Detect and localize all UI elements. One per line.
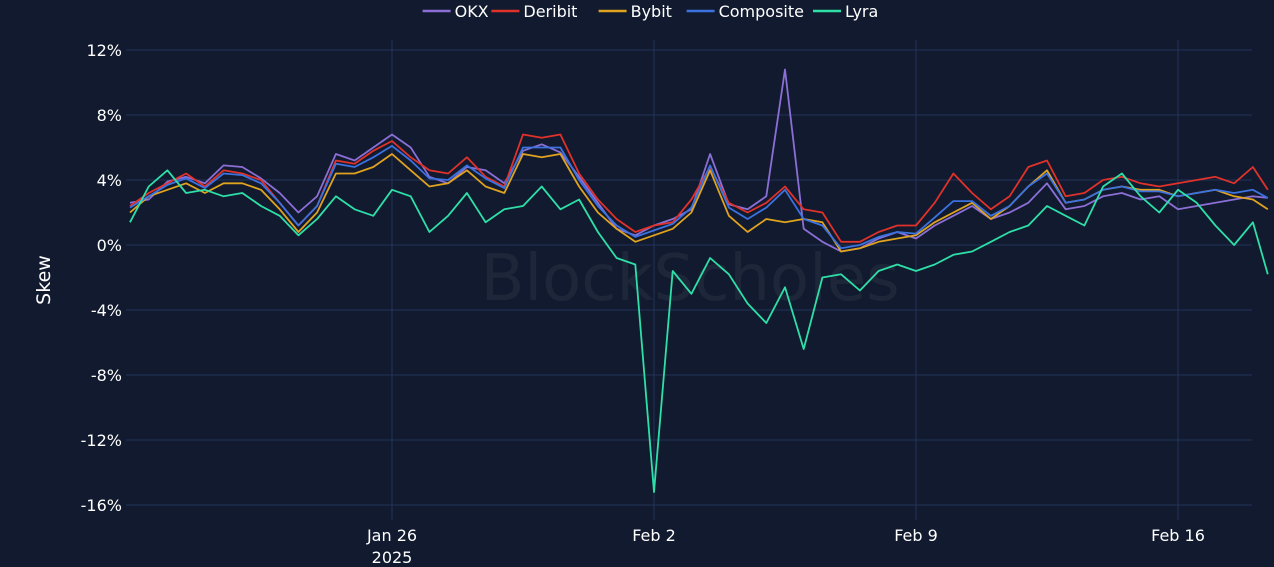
y-tick-label: -4% [91, 301, 122, 320]
watermark: BlockScholes [480, 242, 899, 316]
y-tick-label: 12% [86, 41, 122, 60]
x-tick-label: Feb 9 [894, 526, 938, 545]
watermark-text: BlockScholes [480, 242, 899, 316]
series-line-composite [129, 144, 1269, 250]
y-tick-label: -8% [91, 366, 122, 385]
series-lines [129, 68, 1269, 493]
legend-label: Lyra [845, 2, 878, 21]
legend-item-deribit[interactable]: Deribit [491, 2, 577, 21]
y-tick-label: 4% [97, 171, 122, 190]
series-line-lyra [129, 169, 1269, 493]
y-tick-label: 0% [97, 236, 122, 255]
x-tick-label: Feb 16 [1151, 526, 1205, 545]
legend-label: Deribit [523, 2, 577, 21]
legend-label: Bybit [631, 2, 672, 21]
legend-item-lyra[interactable]: Lyra [813, 2, 878, 21]
legend-label: Composite [719, 2, 804, 21]
legend[interactable]: OKX Deribit Bybit Composite Lyra [422, 2, 879, 21]
y-tick-label: 8% [97, 106, 122, 125]
legend-item-okx[interactable]: OKX [422, 2, 489, 21]
axes: 12% 8% 4% 0% -4% -8% -12% -16% Jan 26 Feb 2 Feb 9 F… [81, 41, 1205, 567]
legend-label: OKX [455, 2, 489, 21]
x-tick-label: Jan 26 [366, 526, 417, 545]
x-tick-label: Feb 2 [632, 526, 676, 545]
legend-item-composite[interactable]: Composite [686, 2, 804, 21]
x-year-label: 2025 [372, 548, 413, 567]
series-line-bybit [129, 153, 1269, 253]
grid-lines [126, 40, 1252, 520]
y-axis-title: Skew [33, 255, 55, 305]
y-tick-label: -12% [81, 431, 122, 450]
series-line-deribit [129, 133, 1269, 243]
legend-item-bybit[interactable]: Bybit [598, 2, 672, 21]
y-tick-label: -16% [81, 496, 122, 515]
